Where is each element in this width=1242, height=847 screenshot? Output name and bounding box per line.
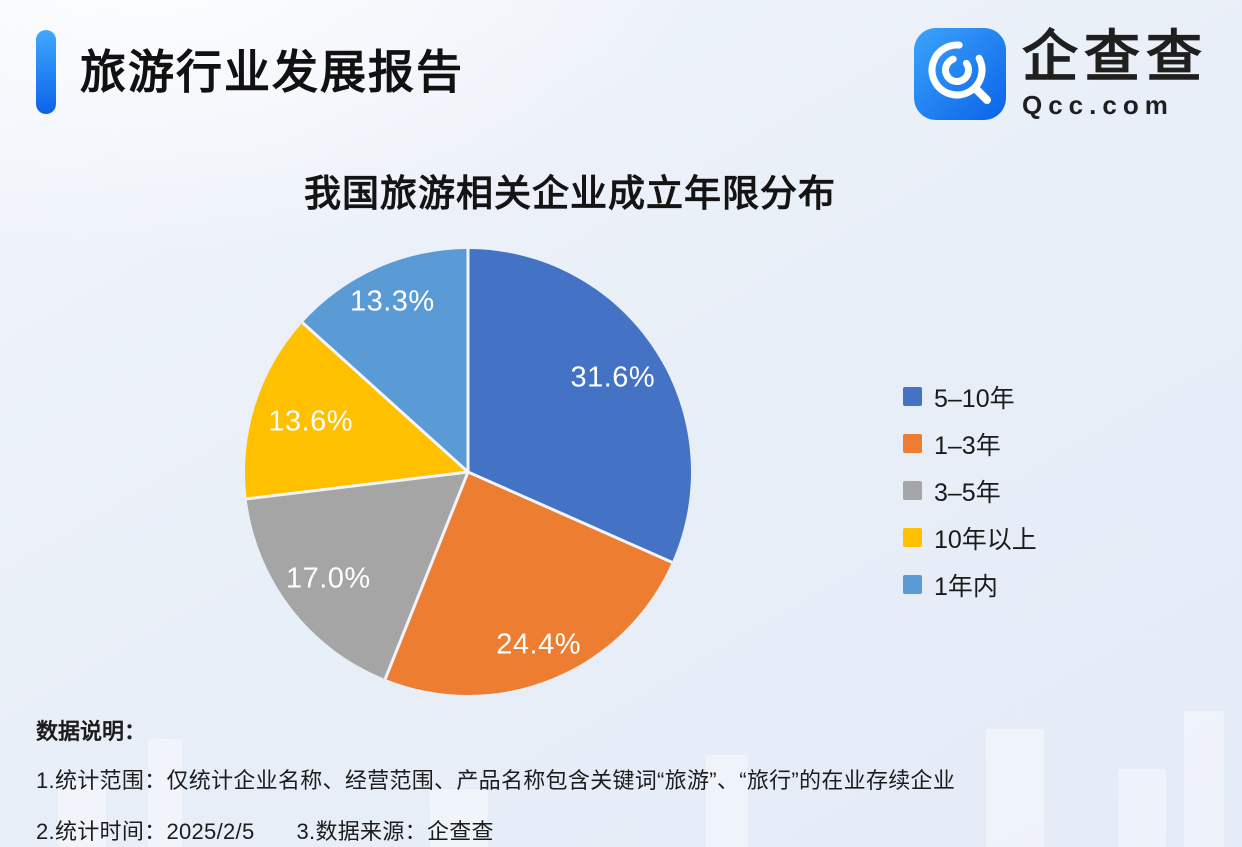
pie-slice-separator (383, 471, 470, 680)
legend-item-4: 1年内 (903, 570, 1037, 601)
footnote-source: 3.数据来源：企查查 (296, 819, 494, 844)
qcc-logo: 企查查 Qcc.com (912, 26, 1208, 122)
brand-domain: Qcc.com (1022, 90, 1174, 120)
brand-name: 企查查 (1022, 25, 1208, 88)
skyline-block (706, 755, 748, 847)
footnote-scope: 1.统计范围：仅统计企业名称、经营范围、产品名称包含关键词“旅游”、“旅行”的在… (36, 768, 956, 793)
legend-swatch (903, 387, 922, 406)
chart-legend: 5–10年 1–3年 3–5年 10年以上 1年内 (903, 382, 1037, 617)
legend-item-1: 1–3年 (903, 429, 1037, 460)
footnote-time: 2.统计时间：2025/2/5 (36, 819, 255, 844)
legend-swatch (903, 481, 922, 500)
legend-label: 5–10年 (934, 384, 1015, 413)
footnotes: 数据说明： 1.统计范围：仅统计企业名称、经营范围、产品名称包含关键词“旅游”、… (36, 714, 955, 846)
qcc-logo-icon (914, 28, 1006, 120)
legend-label: 1–3年 (934, 431, 1001, 460)
skyline-block (1118, 769, 1166, 847)
pie-slice-3 (244, 322, 468, 499)
pie-slice-separator (301, 321, 470, 474)
legend-item-0: 5–10年 (903, 382, 1037, 413)
footnote-line2: 2.统计时间：2025/2/5 3.数据来源：企查查 (36, 814, 955, 846)
skyline-block (58, 781, 106, 847)
pie-slice-4 (302, 249, 468, 472)
legend-swatch (903, 434, 922, 453)
legend-label: 10年以上 (934, 525, 1037, 554)
legend-swatch (903, 575, 922, 594)
pie-slice-separator (467, 470, 673, 564)
legend-item-2: 3–5年 (903, 476, 1037, 507)
pie-chart: 31.6% 24.4% 17.0% 13.6% 13.3% (243, 247, 693, 697)
title-accent-bar (36, 30, 56, 114)
footnote-heading: 数据说明： (36, 719, 147, 744)
skyline-block (1184, 711, 1224, 847)
legend-label: 3–5年 (934, 478, 1001, 507)
skyline-block (430, 789, 488, 847)
legend-item-3: 10年以上 (903, 523, 1037, 554)
skyline-block (986, 729, 1044, 847)
pie-slice-0 (468, 249, 691, 563)
chart-title: 我国旅游相关企业成立年限分布 (304, 173, 836, 214)
qcc-logo-text: 企查查 Qcc.com (1022, 27, 1208, 121)
pie-svg (244, 249, 691, 695)
pie-slice-1 (385, 472, 672, 695)
page-title: 旅游行业发展报告 (80, 46, 464, 98)
pie-slice-separator (246, 470, 469, 501)
pie-slice-2 (246, 472, 468, 680)
skyline-block (148, 739, 182, 847)
legend-label: 1年内 (934, 572, 998, 601)
legend-swatch (903, 528, 922, 547)
